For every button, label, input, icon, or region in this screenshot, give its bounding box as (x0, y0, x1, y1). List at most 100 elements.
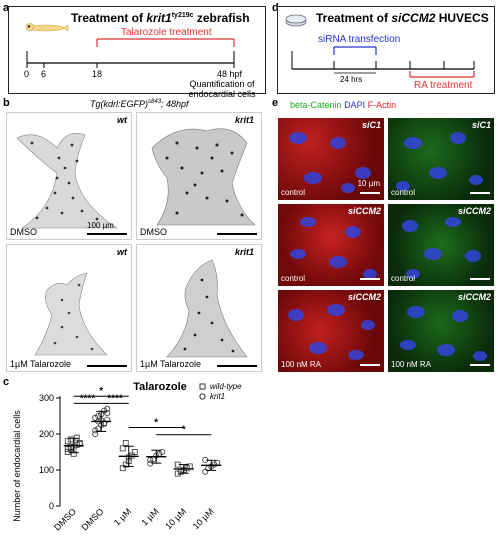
data-point (92, 427, 99, 434)
data-point (147, 456, 154, 463)
significance-label: * (182, 425, 186, 436)
data-point (202, 468, 209, 475)
x-tick-label: 1 µM (112, 506, 133, 527)
condition-label: 1µM Talarozole (140, 359, 202, 369)
scale-bar (360, 278, 380, 280)
legend-f-actin: F-Actin (367, 100, 397, 110)
data-point (92, 414, 99, 421)
panel-b-title: Tg(kdrl:EGFP)s843; 48hpf (90, 99, 189, 109)
sirna-tag: siCCM2 (457, 206, 491, 216)
legend-dapi: DAPI (344, 100, 366, 110)
data-point (76, 441, 83, 447)
legend-label: krit1 (210, 392, 225, 401)
data-point (104, 416, 111, 423)
panel-d-title: Treatment of siCCM2 HUVECS (316, 11, 489, 25)
zebrafish-icon (25, 23, 69, 32)
heart-image-wt-dmso: wt DMSO 100 µm (6, 112, 132, 240)
petri-dish-icon (285, 14, 307, 27)
data-point (156, 450, 163, 457)
micrograph-red: siCCM2 100 nM RA (278, 290, 384, 372)
x-tick-label: DMSO (80, 506, 106, 532)
significance-label: **** (107, 393, 123, 404)
x-tick-label: DMSO (52, 506, 78, 532)
condition-label: DMSO (10, 227, 37, 237)
y-tick-label: 200 (39, 429, 54, 439)
condition-label: DMSO (140, 227, 167, 237)
scatter-chart: Talarozole Number of endocardial cells w… (12, 381, 242, 533)
data-point (211, 461, 218, 468)
panel-a-title: Treatment of krit1ty219c zebrafish (71, 11, 250, 25)
legend-marker-circle (199, 393, 206, 400)
panel-a-label: a (3, 2, 10, 14)
x-tick-label: 10 µM (163, 506, 188, 531)
micrograph-red: siC1 control 10 µm (278, 118, 384, 200)
panel-e-legend: beta-Catenin DAPI F-Actin (290, 100, 396, 110)
data-point (183, 465, 190, 472)
genotype-tag: krit1 (235, 115, 255, 125)
condition-label: control (281, 188, 306, 197)
significance-label: **** (80, 393, 96, 404)
condition-label: 100 nM RA (281, 360, 322, 369)
tick-6: 6 (41, 69, 47, 79)
micrograph-green: siC1 control (388, 118, 494, 200)
heart-image-krit1-talarozole: krit1 1µM Talarozole (136, 244, 262, 372)
sirna-transfection-label: siRNA transfection (318, 34, 401, 45)
data-point (92, 431, 99, 438)
ra-treatment-label: RA treatment (414, 80, 473, 91)
nuclei (289, 132, 371, 193)
scale-bar (360, 364, 380, 366)
significance-label: * (154, 418, 158, 429)
nuclei (288, 304, 375, 360)
data-point (95, 425, 102, 432)
y-axis-label: Number of endocardial cells (12, 410, 22, 522)
condition-label: control (391, 188, 416, 197)
talarozole-treatment-label: Talarozole treatment (121, 27, 212, 38)
panel-d-timeline (291, 46, 475, 78)
condition-label: control (391, 274, 416, 283)
data-point (214, 459, 221, 466)
genotype-tag: wt (117, 115, 127, 125)
condition-label: control (281, 274, 306, 283)
panel-c-label: c (3, 376, 10, 388)
data-point (119, 465, 126, 472)
scale-bar (217, 365, 257, 367)
heart-shape (34, 272, 108, 356)
sirna-tag: siCCM2 (457, 292, 491, 302)
condition-label: 100 nM RA (391, 360, 432, 369)
panel-b-label: b (3, 97, 10, 109)
data-point (131, 449, 138, 455)
scale-bar-label: 100 µm (87, 221, 114, 230)
scale-bar (87, 233, 127, 235)
heart-image-krit1-dmso: krit1 DMSO (136, 112, 262, 240)
chart-marks (63, 405, 222, 477)
scale-bar (360, 192, 380, 194)
chart-title: Talarozole (133, 381, 187, 393)
hrs-label: 24 hrs (340, 75, 363, 84)
legend-marker-square (199, 383, 206, 390)
data-point (64, 438, 71, 445)
data-point (73, 434, 80, 441)
data-point (119, 445, 126, 452)
panel-d-label: d (272, 2, 279, 14)
panel-a-box: Treatment of krit1ty219c zebrafish Talar… (8, 6, 266, 99)
micrograph-green: siCCM2 control (388, 204, 494, 286)
data-point (122, 440, 129, 446)
nuclei (400, 306, 487, 361)
panel-e-label: e (272, 97, 279, 109)
panel-d-box: Treatment of siCCM2 HUVECS siRNA transfe… (277, 6, 495, 94)
legend-beta-catenin: beta-Catenin (290, 100, 342, 110)
data-point (64, 446, 71, 453)
sirna-tag: siCCM2 (347, 292, 381, 302)
x-tick-label: 10 µM (191, 506, 216, 531)
tick-48-hpf: 48 hpf (217, 69, 243, 79)
data-point (104, 410, 111, 417)
scale-bar-label: 10 µm (357, 179, 380, 188)
panel-a-timeline (26, 38, 235, 68)
data-point (104, 405, 111, 412)
scale-bar (470, 278, 490, 280)
genotype-tag: wt (117, 247, 127, 257)
micrograph-green: siCCM2 100 nM RA (388, 290, 494, 372)
